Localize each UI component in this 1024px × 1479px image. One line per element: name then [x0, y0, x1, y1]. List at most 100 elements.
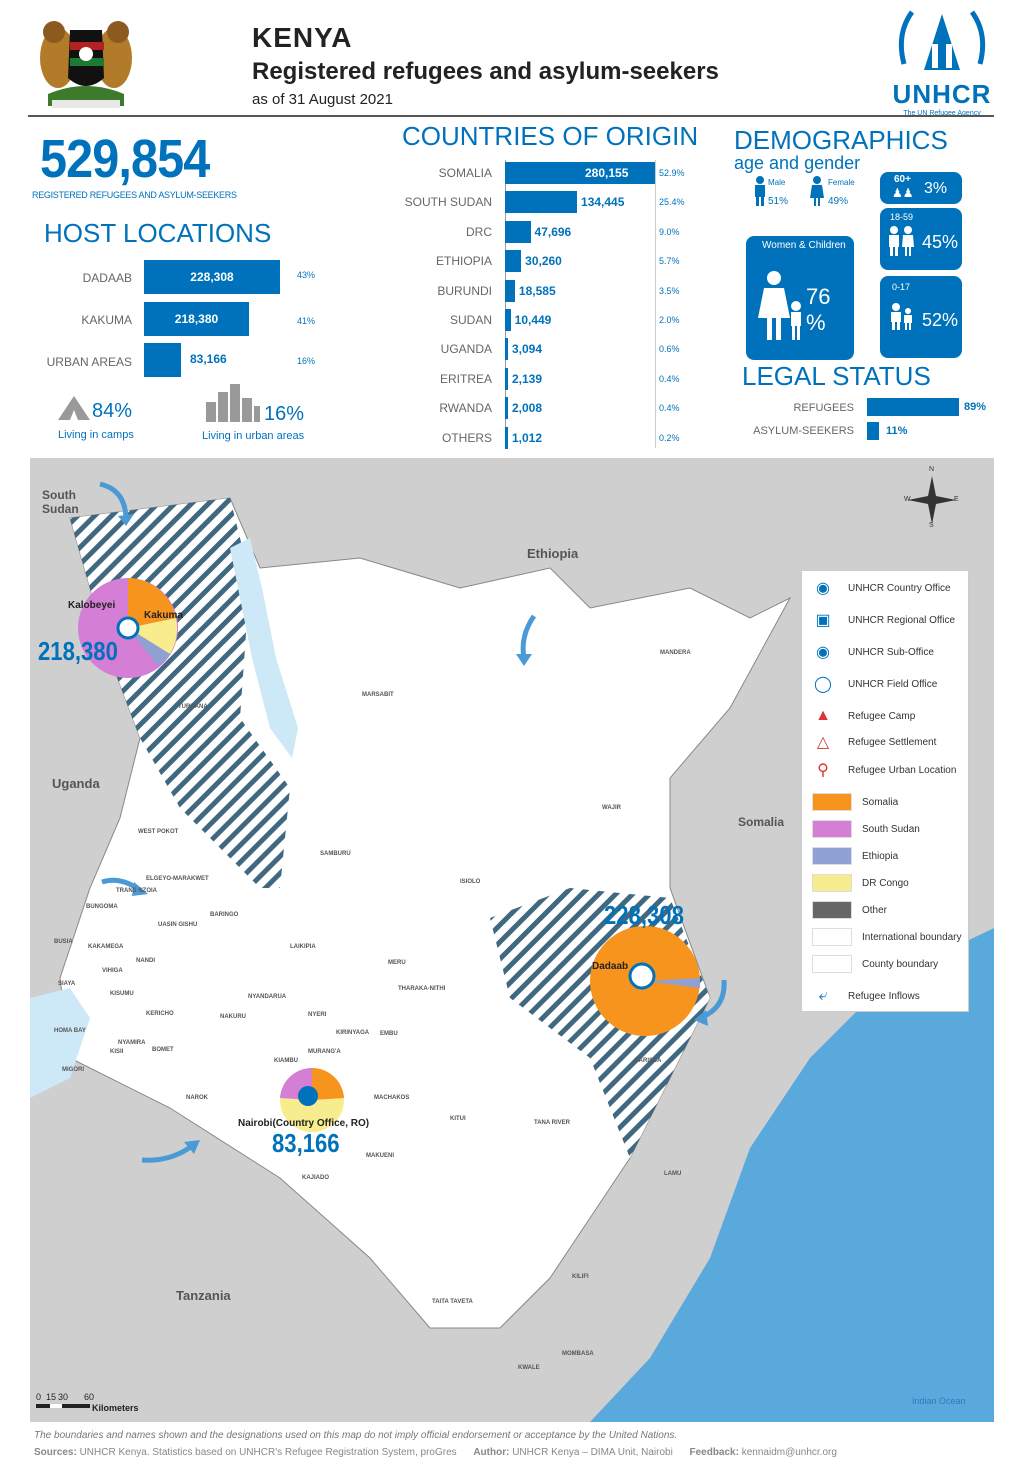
origin-value: 1,012 — [512, 430, 543, 445]
site-label: Nairobi(Country Office, RO) — [238, 1118, 370, 1129]
site-label: Kalobeyei — [68, 600, 116, 611]
legend-item: ⚲ Refugee Urban Location — [812, 759, 956, 781]
site-value: 228,308 — [604, 900, 684, 930]
legend-swatch — [812, 847, 852, 865]
origin-pct: 0.4% — [659, 403, 680, 414]
legend-item: Ethiopia — [812, 847, 898, 865]
inflow-arrow-icon: ⤶ — [818, 987, 828, 1004]
male-icon — [754, 176, 766, 211]
legend-item: ▲ Refugee Camp — [812, 705, 915, 727]
county-label: NYANDARUA — [248, 994, 287, 1000]
nairobi-pie — [280, 1067, 344, 1137]
age-group-box: 18-59 45% — [880, 208, 962, 270]
county-label: HOMA BAY — [54, 1028, 86, 1034]
buildings-icon — [204, 382, 260, 427]
inflow-arrow-icon — [100, 874, 150, 905]
legal-bar — [867, 398, 959, 416]
county-label: TRANS NZOIA — [116, 888, 157, 894]
legend-item: ◉ UNHCR Sub-Office — [812, 641, 934, 663]
county-label: KWALE — [518, 1365, 540, 1371]
author-label: Author: — [473, 1447, 510, 1458]
county-label: MARSABIT — [362, 692, 394, 698]
adults-icon — [888, 226, 914, 261]
inflow-arrow-icon — [510, 612, 540, 671]
origin-pct: 52.9% — [659, 168, 685, 178]
legal-label: REFUGEES — [793, 402, 854, 414]
demographics-subtitle: age and gender — [734, 153, 861, 173]
map-legend: ◉ UNHCR Country Office ▣ UNHCR Regional Off… — [801, 570, 969, 1012]
legend-item: ◯ UNHCR Field Office — [812, 673, 937, 695]
tent-icon — [56, 394, 92, 427]
unhcr-tagline: The UN Refugee Agency — [903, 110, 981, 117]
county-label: NANDI — [136, 958, 155, 964]
page-title: Registered refugees and asylum-seekers — [252, 58, 719, 85]
age-group-label: 60+ — [894, 174, 911, 185]
site-label: Dadaab — [592, 961, 629, 972]
legend-label: South Sudan — [862, 823, 920, 835]
legend-label: UNHCR Regional Office — [848, 614, 956, 626]
origin-pct: 2.0% — [659, 315, 680, 325]
legend-swatch — [812, 901, 852, 919]
county-label: KAJIADO — [302, 1175, 330, 1181]
report-date: as of 31 August 2021 — [252, 91, 393, 108]
inflow-arrow-icon — [140, 1136, 202, 1171]
total-caption: REGISTERED REFUGEES AND ASYLUM-SEEKERS — [32, 190, 237, 200]
refugee-camp-icon: ▲ — [815, 707, 831, 724]
scale-bar: 0 15 30 60 Kilometers — [36, 1392, 156, 1418]
legend-label: UNHCR Country Office — [848, 582, 951, 594]
legend-swatch — [812, 820, 852, 838]
compass-n: N — [929, 466, 935, 473]
scale-tick: 30 — [58, 1392, 69, 1402]
origin-pct: 0.6% — [659, 344, 680, 355]
urban-label: Living in urban areas — [202, 430, 305, 442]
legend-label: Refugee Inflows — [848, 990, 920, 1002]
legend-label: Refugee Settlement — [848, 736, 937, 748]
county-label: TURKANA — [178, 704, 208, 710]
origin-bar — [505, 250, 522, 273]
county-label: UASIN GISHU — [158, 922, 198, 928]
legend-item: South Sudan — [812, 820, 920, 838]
county-label: VIHIGA — [102, 968, 123, 974]
origin-value: 47,696 — [534, 224, 572, 239]
origin-value: 280,155 — [585, 166, 629, 180]
county-label: LAMU — [664, 1171, 682, 1177]
county-label: NYERI — [308, 1012, 327, 1018]
legal-bar — [867, 422, 879, 440]
origin-bar — [505, 279, 515, 302]
origin-axis-right — [655, 160, 656, 448]
male-pct: 51% — [768, 196, 789, 207]
age-group-label: 18-59 — [890, 212, 914, 222]
legend-item: Other — [812, 901, 887, 919]
female-icon — [810, 176, 824, 211]
author-text: UNHCR Kenya – DIMA Unit, Nairobi — [512, 1447, 673, 1458]
legend-swatch — [812, 955, 852, 973]
county-label: WAJIR — [602, 805, 622, 811]
sources-text: UNHCR Kenya. Statistics based on UNHCR's… — [79, 1447, 457, 1458]
country-label: Uganda — [52, 776, 100, 791]
origin-bar — [505, 367, 508, 390]
scale-tick: 15 — [46, 1392, 57, 1402]
country-title: KENYA — [252, 22, 353, 53]
elder-icon: ♟♟ — [892, 186, 914, 200]
women-children-pct: 76 % — [806, 284, 831, 335]
legal-label: ASYLUM-SEEKERS — [753, 425, 854, 437]
county-label: EMBU — [380, 1031, 398, 1037]
legend-label: International boundary — [862, 931, 962, 943]
county-label: TANA RIVER — [534, 1120, 570, 1126]
origin-bar — [505, 397, 508, 420]
scale-unit: Kilometers — [92, 1403, 139, 1413]
legend-item: International boundary — [812, 928, 962, 946]
camps-label: Living in camps — [58, 429, 134, 441]
county-label: NYAMIRA — [118, 1040, 146, 1046]
origin-title: COUNTRIES OF ORIGIN — [402, 121, 699, 151]
unhcr-logo: UNHCR The UN Refugee Agency — [888, 4, 996, 117]
county-label: LAIKIPIA — [290, 944, 316, 950]
county-label: GARISSA — [634, 1058, 662, 1064]
host-location-bar — [144, 343, 181, 377]
feedback-link[interactable]: kennaidm@unhcr.org — [741, 1447, 837, 1458]
site-value: 83,166 — [272, 1128, 340, 1158]
origin-value: 2,008 — [512, 401, 543, 416]
origin-bar — [505, 220, 531, 243]
county-label: NAKURU — [220, 1014, 246, 1020]
origin-value: 134,445 — [581, 195, 625, 210]
